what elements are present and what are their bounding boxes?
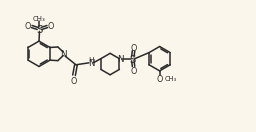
Text: CH₃: CH₃	[33, 16, 46, 22]
Text: O: O	[25, 22, 31, 31]
Text: H: H	[88, 57, 94, 63]
Text: O: O	[71, 77, 77, 86]
Text: O: O	[130, 44, 137, 53]
Text: O: O	[130, 67, 137, 76]
Text: N: N	[60, 50, 67, 59]
Text: N: N	[117, 55, 123, 64]
Text: O: O	[47, 22, 54, 31]
Text: S: S	[130, 55, 136, 65]
Text: S: S	[36, 25, 43, 35]
Text: N: N	[88, 59, 94, 68]
Text: CH₃: CH₃	[165, 76, 177, 82]
Text: O: O	[156, 75, 163, 84]
